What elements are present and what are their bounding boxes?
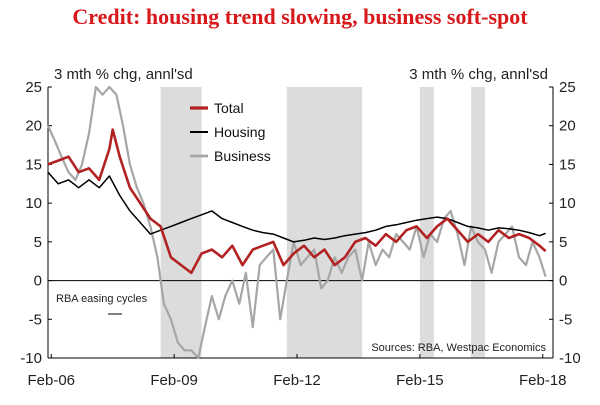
- x-tick-label: Feb-15: [396, 372, 444, 389]
- x-tick-label: Feb-09: [150, 372, 198, 389]
- chart-title: Credit: housing trend slowing, business …: [72, 4, 528, 29]
- series-line-housing: [47, 171, 546, 243]
- y-tick-label-right: 25: [559, 79, 576, 96]
- y-tick-label-left: 0: [34, 273, 42, 290]
- legend-label-business: Business: [214, 148, 271, 164]
- shaded-period-3: [471, 87, 486, 358]
- axes: [47, 86, 554, 359]
- y-tick-label-left: 5: [34, 234, 42, 251]
- shaded-periods: [160, 87, 486, 358]
- y-tick-label-left: -5: [29, 311, 42, 328]
- y-tick-label-right: -10: [559, 350, 581, 367]
- y-tick-label-left: 25: [25, 79, 42, 96]
- series-lines: [46, 85, 547, 360]
- x-tick-label: Feb-12: [273, 372, 321, 389]
- source-note: Sources: RBA, Westpac Economics: [371, 342, 546, 354]
- tick-labels: 25 25 20 20 15 15 10 10 5 5 0 0 -5 -5 -10 -10 Feb-06 Feb-…: [20, 79, 580, 389]
- y-tick-label-right: -5: [559, 311, 572, 328]
- y-tick-label-left: 15: [25, 156, 42, 173]
- y-tick-label-left: -10: [20, 350, 42, 367]
- legend-label-housing: Housing: [214, 124, 265, 140]
- x-tick-label: Feb-18: [519, 372, 567, 389]
- y-tick-label-left: 10: [25, 195, 42, 212]
- y-tick-label-right: 20: [559, 118, 576, 135]
- y-tick-label-right: 5: [559, 234, 567, 251]
- y-axis-label-right: 3 mth % chg, annl'sd: [409, 66, 548, 83]
- legend-label-total: Total: [214, 100, 244, 116]
- series-line-business: [46, 85, 547, 360]
- y-tick-label-left: 20: [25, 118, 42, 135]
- shaded-periods-label: RBA easing cycles: [56, 293, 148, 305]
- x-tick-label: Feb-06: [28, 372, 76, 389]
- y-tick-label-right: 0: [559, 273, 567, 290]
- legend: Total Housing Business: [190, 100, 271, 164]
- shaded-period-1: [286, 87, 363, 358]
- y-tick-label-right: 15: [559, 156, 576, 173]
- shaded-period-2: [419, 87, 434, 358]
- y-tick-label-right: 10: [559, 195, 576, 212]
- y-axis-label-left: 3 mth % chg, annl'sd: [54, 66, 193, 83]
- series-line-total: [47, 128, 547, 275]
